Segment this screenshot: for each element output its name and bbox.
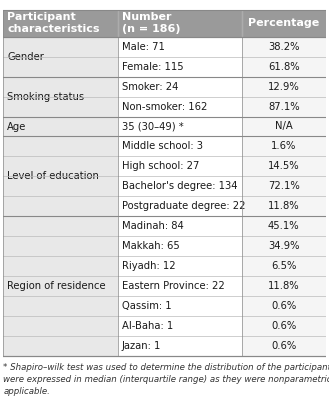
Text: Middle school: 3: Middle school: 3 bbox=[122, 142, 203, 152]
Text: Male: 71: Male: 71 bbox=[122, 42, 164, 52]
Bar bbox=[118, 176, 242, 196]
Bar bbox=[3, 136, 118, 216]
Text: Al-Baha: 1: Al-Baha: 1 bbox=[122, 322, 173, 332]
Bar bbox=[242, 276, 326, 296]
Bar bbox=[242, 236, 326, 256]
Text: Female: 115: Female: 115 bbox=[122, 62, 183, 72]
Bar bbox=[118, 136, 242, 156]
Text: 34.9%: 34.9% bbox=[268, 242, 299, 252]
Text: 6.5%: 6.5% bbox=[271, 262, 296, 272]
Text: 45.1%: 45.1% bbox=[268, 222, 300, 232]
Bar bbox=[118, 216, 242, 236]
Text: Region of residence: Region of residence bbox=[7, 282, 106, 292]
Text: 35 (30–49) *: 35 (30–49) * bbox=[122, 122, 183, 132]
Bar bbox=[242, 56, 326, 76]
Text: 0.6%: 0.6% bbox=[271, 302, 296, 312]
Text: 72.1%: 72.1% bbox=[268, 182, 300, 192]
Text: 14.5%: 14.5% bbox=[268, 162, 300, 172]
Text: Participant
characteristics: Participant characteristics bbox=[7, 12, 100, 34]
Bar bbox=[118, 156, 242, 176]
Text: Smoking status: Smoking status bbox=[7, 92, 84, 102]
Text: Madinah: 84: Madinah: 84 bbox=[122, 222, 183, 232]
Text: 11.8%: 11.8% bbox=[268, 202, 300, 212]
Text: 11.8%: 11.8% bbox=[268, 282, 300, 292]
Text: Riyadh: 12: Riyadh: 12 bbox=[122, 262, 175, 272]
Text: 0.6%: 0.6% bbox=[271, 342, 296, 352]
Bar bbox=[118, 116, 242, 136]
Text: Non-smoker: 162: Non-smoker: 162 bbox=[122, 102, 207, 112]
Bar bbox=[242, 256, 326, 276]
Text: N/A: N/A bbox=[275, 122, 293, 132]
Bar bbox=[3, 36, 118, 76]
Text: 38.2%: 38.2% bbox=[268, 42, 299, 52]
Text: Number
(n = 186): Number (n = 186) bbox=[122, 12, 180, 34]
Text: Smoker: 24: Smoker: 24 bbox=[122, 82, 178, 92]
Bar bbox=[3, 10, 326, 36]
Bar bbox=[3, 116, 118, 136]
Text: High school: 27: High school: 27 bbox=[122, 162, 199, 172]
Bar bbox=[242, 316, 326, 336]
Bar bbox=[242, 196, 326, 216]
Text: Gender: Gender bbox=[7, 52, 44, 62]
Bar bbox=[242, 156, 326, 176]
Bar bbox=[118, 76, 242, 96]
Text: Postgraduate degree: 22: Postgraduate degree: 22 bbox=[122, 202, 245, 212]
Bar bbox=[3, 76, 118, 116]
Bar bbox=[242, 296, 326, 316]
Text: Level of education: Level of education bbox=[7, 172, 99, 182]
Text: Eastern Province: 22: Eastern Province: 22 bbox=[122, 282, 224, 292]
Bar bbox=[242, 336, 326, 356]
Text: 12.9%: 12.9% bbox=[268, 82, 300, 92]
Bar bbox=[3, 216, 118, 356]
Bar bbox=[242, 36, 326, 56]
Text: 87.1%: 87.1% bbox=[268, 102, 300, 112]
Bar bbox=[118, 256, 242, 276]
Bar bbox=[118, 36, 242, 56]
Text: Age: Age bbox=[7, 122, 27, 132]
Bar bbox=[118, 236, 242, 256]
Bar bbox=[118, 336, 242, 356]
Text: Jazan: 1: Jazan: 1 bbox=[122, 342, 161, 352]
Bar bbox=[118, 56, 242, 76]
Bar bbox=[242, 216, 326, 236]
Bar bbox=[242, 136, 326, 156]
Bar bbox=[118, 96, 242, 116]
Text: Makkah: 65: Makkah: 65 bbox=[122, 242, 179, 252]
Text: 1.6%: 1.6% bbox=[271, 142, 296, 152]
Bar bbox=[118, 196, 242, 216]
Bar bbox=[242, 176, 326, 196]
Bar bbox=[242, 76, 326, 96]
Text: Percentage: Percentage bbox=[248, 18, 319, 28]
Bar bbox=[242, 96, 326, 116]
Bar bbox=[242, 116, 326, 136]
Text: * Shapiro–wilk test was used to determine the distribution of the participants' : * Shapiro–wilk test was used to determin… bbox=[3, 364, 329, 396]
Bar bbox=[118, 276, 242, 296]
Bar bbox=[118, 316, 242, 336]
Text: 61.8%: 61.8% bbox=[268, 62, 300, 72]
Bar bbox=[118, 296, 242, 316]
Text: 0.6%: 0.6% bbox=[271, 322, 296, 332]
Text: Qassim: 1: Qassim: 1 bbox=[122, 302, 171, 312]
Text: Bachelor's degree: 134: Bachelor's degree: 134 bbox=[122, 182, 237, 192]
